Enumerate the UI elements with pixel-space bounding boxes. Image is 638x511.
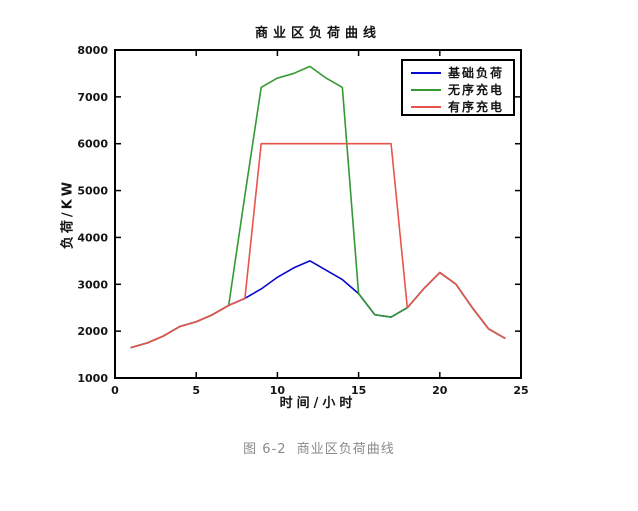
x-tick-label: 10	[270, 384, 286, 397]
legend-line-coordinated-charging	[411, 105, 441, 108]
y-tick-label: 4000	[77, 231, 108, 244]
legend-item-uncoordinated-charging: 无序充电	[411, 81, 507, 98]
legend-label-uncoordinated-charging: 无序充电	[448, 83, 505, 97]
legend-item-base-load: 基础负荷	[411, 64, 507, 81]
y-tick-label: 1000	[77, 372, 108, 385]
legend-label-coordinated-charging: 有序充电	[448, 100, 505, 114]
y-axis-label: 负荷/KW	[60, 178, 76, 250]
y-tick-label: 3000	[77, 278, 108, 291]
axes-frame	[114, 49, 522, 379]
y-tick-label: 2000	[77, 325, 108, 338]
x-tick-label: 15	[351, 384, 366, 397]
x-tick-label: 5	[192, 384, 200, 397]
y-tick-label: 7000	[77, 91, 108, 104]
chart-title: 商业区负荷曲线	[254, 26, 381, 41]
x-tick-label: 25	[513, 384, 528, 397]
legend-line-uncoordinated-charging	[411, 88, 441, 91]
legend: 基础负荷 无序充电 有序充电	[401, 59, 515, 116]
y-tick-label: 6000	[77, 138, 108, 151]
legend-label-base-load: 基础负荷	[448, 66, 505, 80]
y-tick-label: 8000	[77, 44, 108, 57]
legend-item-coordinated-charging: 有序充电	[411, 98, 507, 115]
figure-caption: 图 6-2 商业区负荷曲线	[243, 442, 395, 457]
base-load-line	[130, 260, 506, 349]
x-axis-label: 时间/小时	[279, 396, 357, 411]
y-tick-label: 5000	[77, 185, 108, 198]
x-tick-label: 20	[432, 384, 448, 397]
coordinated-charging-line	[130, 142, 506, 349]
legend-line-base-load	[411, 71, 441, 74]
x-tick-label: 0	[111, 384, 119, 397]
